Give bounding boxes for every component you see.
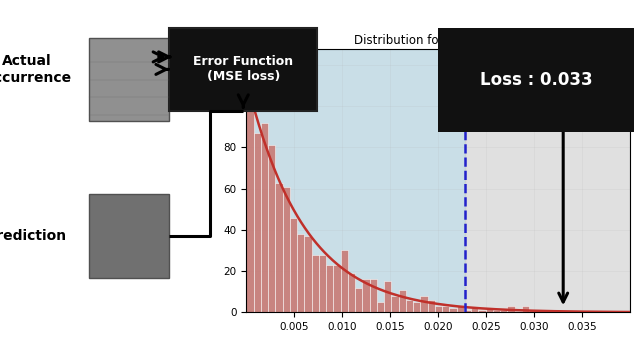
Bar xyxy=(435,306,442,312)
Bar xyxy=(377,302,384,312)
Bar xyxy=(406,300,413,312)
Bar xyxy=(420,296,428,312)
Bar xyxy=(508,306,515,312)
Bar xyxy=(246,49,465,312)
Bar xyxy=(290,218,297,312)
Bar xyxy=(442,306,449,312)
Bar xyxy=(428,300,435,312)
Bar xyxy=(529,310,536,312)
FancyBboxPatch shape xyxy=(89,38,170,121)
Bar xyxy=(478,310,486,312)
Bar xyxy=(297,234,305,312)
Bar xyxy=(391,296,399,312)
Bar xyxy=(370,279,377,312)
Text: Error Function
(MSE loss): Error Function (MSE loss) xyxy=(193,56,293,83)
Bar xyxy=(493,310,500,312)
Bar xyxy=(246,90,253,312)
Bar xyxy=(333,265,340,312)
FancyBboxPatch shape xyxy=(438,28,634,132)
Bar xyxy=(355,288,362,312)
Bar xyxy=(486,308,493,312)
Text: Loss : 0.033: Loss : 0.033 xyxy=(480,71,592,89)
Bar xyxy=(275,183,283,312)
Bar xyxy=(348,273,355,312)
Title: Distribution for Normal Data: Distribution for Normal Data xyxy=(355,34,522,48)
Bar xyxy=(261,123,268,312)
Bar xyxy=(362,279,370,312)
Text: Actual
Occurrence: Actual Occurrence xyxy=(0,54,72,85)
Bar xyxy=(340,251,348,312)
Bar xyxy=(522,306,529,312)
Bar xyxy=(500,310,508,312)
Bar xyxy=(464,310,471,312)
Bar xyxy=(399,290,406,312)
Bar xyxy=(268,145,275,312)
Bar xyxy=(312,255,319,312)
Bar xyxy=(326,265,333,312)
FancyBboxPatch shape xyxy=(170,28,317,111)
Bar xyxy=(449,308,456,312)
Bar xyxy=(471,308,478,312)
Bar xyxy=(253,133,261,312)
Bar xyxy=(465,49,630,312)
Bar xyxy=(283,187,290,312)
FancyBboxPatch shape xyxy=(89,194,170,278)
Bar xyxy=(456,306,464,312)
Bar xyxy=(305,236,312,312)
Text: Prediction: Prediction xyxy=(0,229,67,243)
Bar xyxy=(384,281,391,312)
Bar xyxy=(413,302,420,312)
Legend: Normal Data PDF: Normal Data PDF xyxy=(506,53,625,71)
Bar xyxy=(319,255,326,312)
